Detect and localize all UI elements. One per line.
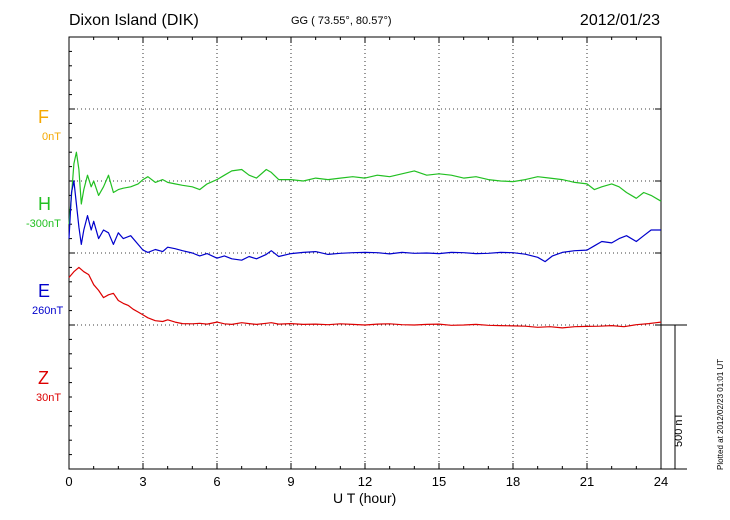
x-tick-label: 21 [580, 474, 594, 489]
plotted-timestamp: Plotted at 2012/02/23 01:01 UT [716, 358, 725, 470]
series-line-e [68, 180, 661, 263]
x-tick-label: 12 [358, 474, 372, 489]
channel-offset-e: 260nT [32, 305, 64, 317]
channel-label-e: E [38, 281, 51, 301]
x-tick-label: 6 [213, 474, 220, 489]
channel-label-f: F [38, 107, 49, 127]
x-tick-label: 9 [287, 474, 294, 489]
series-line-h [68, 151, 662, 225]
date-label: 2012/01/23 [579, 12, 660, 29]
channel-offset-z: 30nT [36, 392, 62, 404]
geo-coordinates: GG ( 73.55°, 80.57°) [291, 15, 392, 27]
channel-offset-h: -300nT [26, 218, 61, 230]
channel-label-z: Z [38, 368, 49, 388]
channel-label-h: H [38, 194, 51, 214]
x-tick-label: 18 [506, 474, 520, 489]
x-tick-label: 0 [65, 474, 72, 489]
x-tick-label: 3 [139, 474, 146, 489]
series-line-z [68, 266, 662, 329]
channel-offset-f: 0nT [42, 131, 61, 143]
station-title: Dixon Island (DIK) [69, 12, 199, 29]
x-axis-label: U T (hour) [333, 490, 397, 506]
x-tick-label: 24 [654, 474, 668, 489]
x-tick-label: 15 [432, 474, 446, 489]
scale-bar-label: 500 nT [673, 412, 685, 447]
